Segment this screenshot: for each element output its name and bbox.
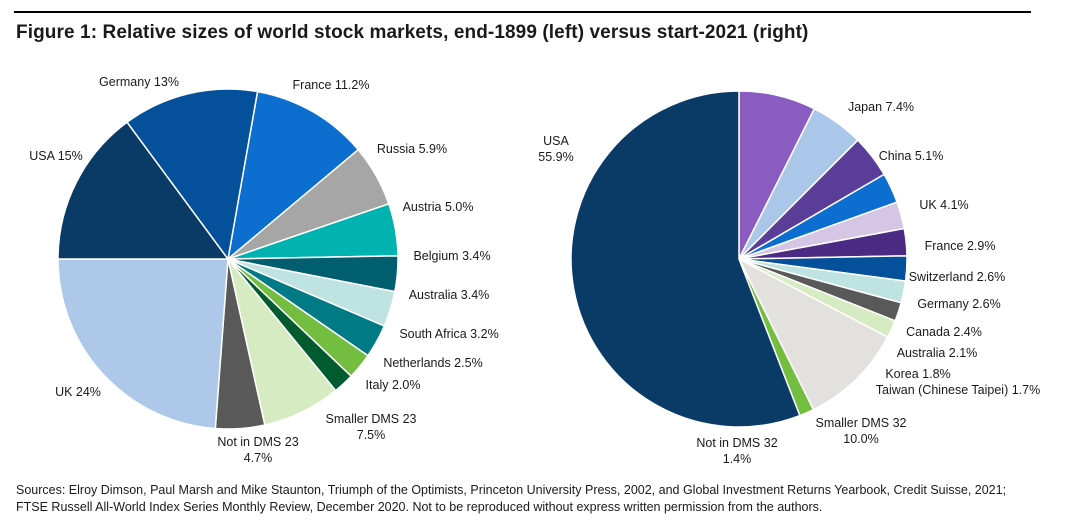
slice-label: Belgium 3.4% — [413, 249, 490, 263]
pie-charts: France 11.2% Russia 5.9% Austria 5.0% Belgi… — [29, 75, 1040, 466]
pie-chart-2021: Japan 7.4% China 5.1% UK 4.1% France 2.9% Sw… — [538, 90, 1040, 466]
slice-label: South Africa 3.2% — [399, 327, 498, 341]
pie-slice — [570, 90, 801, 428]
slice-label: Not in DMS 23 4.7% — [217, 435, 298, 465]
slice-label: Not in DMS 32 1.4% — [696, 436, 777, 466]
slice-label: Australia 3.4% — [409, 288, 490, 302]
slice-label: Italy 2.0% — [366, 378, 421, 392]
slice-label: USA 15% — [29, 149, 83, 163]
slice-label: Japan 7.4% — [848, 100, 914, 114]
slice-label: Germany 2.6% — [917, 297, 1000, 311]
slice-label: Switzerland 2.6% — [909, 270, 1006, 284]
slice-label: Korea 1.8% — [885, 367, 950, 381]
slice-label: Russia 5.9% — [377, 142, 447, 156]
slice-label: France 11.2% — [293, 78, 370, 92]
slice-label: Netherlands 2.5% — [383, 356, 482, 370]
slice-label: France 2.9% — [925, 239, 996, 253]
slice-label: China 5.1% — [879, 149, 944, 163]
pie-slice — [57, 121, 230, 260]
slice-label: Smaller DMS 32 10.0% — [816, 416, 907, 446]
slice-label: Austria 5.0% — [403, 200, 474, 214]
top-rule — [14, 11, 1031, 13]
pie-chart-1899: France 11.2% Russia 5.9% Austria 5.0% Belgi… — [29, 75, 498, 465]
pie-slice — [737, 257, 889, 411]
pie-slice — [226, 90, 360, 261]
figure-title: Figure 1: Relative sizes of world stock … — [16, 22, 809, 43]
slice-label: USA 55.9% — [538, 134, 573, 164]
slice-label: UK 4.1% — [919, 198, 968, 212]
source-note: Sources: Elroy Dimson, Paul Marsh and Mi… — [16, 483, 1007, 514]
slice-label: Canada 2.4% — [906, 325, 982, 339]
slice-label: Australia 2.1% — [897, 346, 978, 360]
pie-slice — [126, 88, 259, 261]
slice-label: Taiwan (Chinese Taipei) 1.7% — [876, 383, 1040, 397]
slice-label: UK 24% — [55, 385, 101, 399]
slice-label: Germany 13% — [99, 75, 179, 89]
slice-label: Smaller DMS 23 7.5% — [326, 412, 417, 442]
pie-slice — [57, 258, 229, 430]
